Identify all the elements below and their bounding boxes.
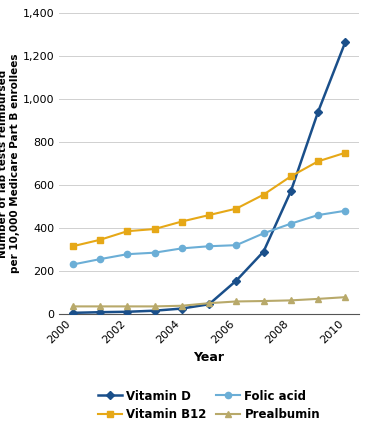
Folic acid — [71, 262, 75, 267]
Vitamin B12 — [125, 228, 130, 234]
Folic acid — [179, 246, 184, 251]
Vitamin D — [179, 306, 184, 311]
Y-axis label: Number of lab tests reimbursed
per 10,000 Medicare Part B enrollees: Number of lab tests reimbursed per 10,00… — [0, 54, 20, 273]
Folic acid — [234, 242, 239, 248]
X-axis label: Year: Year — [194, 351, 225, 364]
Vitamin D — [98, 310, 102, 315]
Vitamin D — [125, 309, 130, 314]
Vitamin D — [71, 310, 75, 316]
Prealbumin — [152, 304, 157, 309]
Vitamin B12 — [207, 212, 211, 218]
Vitamin B12 — [179, 219, 184, 224]
Prealbumin — [234, 299, 239, 304]
Prealbumin — [316, 296, 320, 302]
Vitamin D — [289, 189, 293, 194]
Prealbumin — [71, 304, 75, 309]
Vitamin B12 — [234, 206, 239, 211]
Vitamin D — [316, 109, 320, 115]
Prealbumin — [125, 304, 130, 309]
Prealbumin — [261, 298, 266, 303]
Line: Folic acid: Folic acid — [70, 208, 349, 268]
Legend: Vitamin D, Vitamin B12, Folic acid, Prealbumin: Vitamin D, Vitamin B12, Folic acid, Prea… — [94, 386, 324, 425]
Folic acid — [152, 250, 157, 255]
Prealbumin — [207, 300, 211, 306]
Vitamin B12 — [261, 192, 266, 197]
Vitamin D — [152, 308, 157, 313]
Vitamin D — [261, 249, 266, 254]
Vitamin D — [234, 278, 239, 283]
Prealbumin — [179, 303, 184, 308]
Folic acid — [343, 208, 347, 213]
Folic acid — [316, 212, 320, 218]
Vitamin B12 — [289, 174, 293, 179]
Line: Vitamin B12: Vitamin B12 — [70, 150, 349, 249]
Folic acid — [125, 252, 130, 257]
Vitamin B12 — [152, 226, 157, 232]
Vitamin B12 — [71, 244, 75, 249]
Prealbumin — [289, 298, 293, 303]
Vitamin B12 — [316, 159, 320, 164]
Folic acid — [98, 256, 102, 262]
Folic acid — [261, 231, 266, 236]
Vitamin B12 — [343, 150, 347, 155]
Folic acid — [289, 221, 293, 226]
Prealbumin — [343, 295, 347, 300]
Vitamin D — [343, 40, 347, 45]
Vitamin D — [207, 302, 211, 307]
Vitamin B12 — [98, 237, 102, 242]
Line: Vitamin D: Vitamin D — [70, 39, 349, 316]
Line: Prealbumin: Prealbumin — [70, 294, 349, 310]
Folic acid — [207, 244, 211, 249]
Prealbumin — [98, 304, 102, 309]
